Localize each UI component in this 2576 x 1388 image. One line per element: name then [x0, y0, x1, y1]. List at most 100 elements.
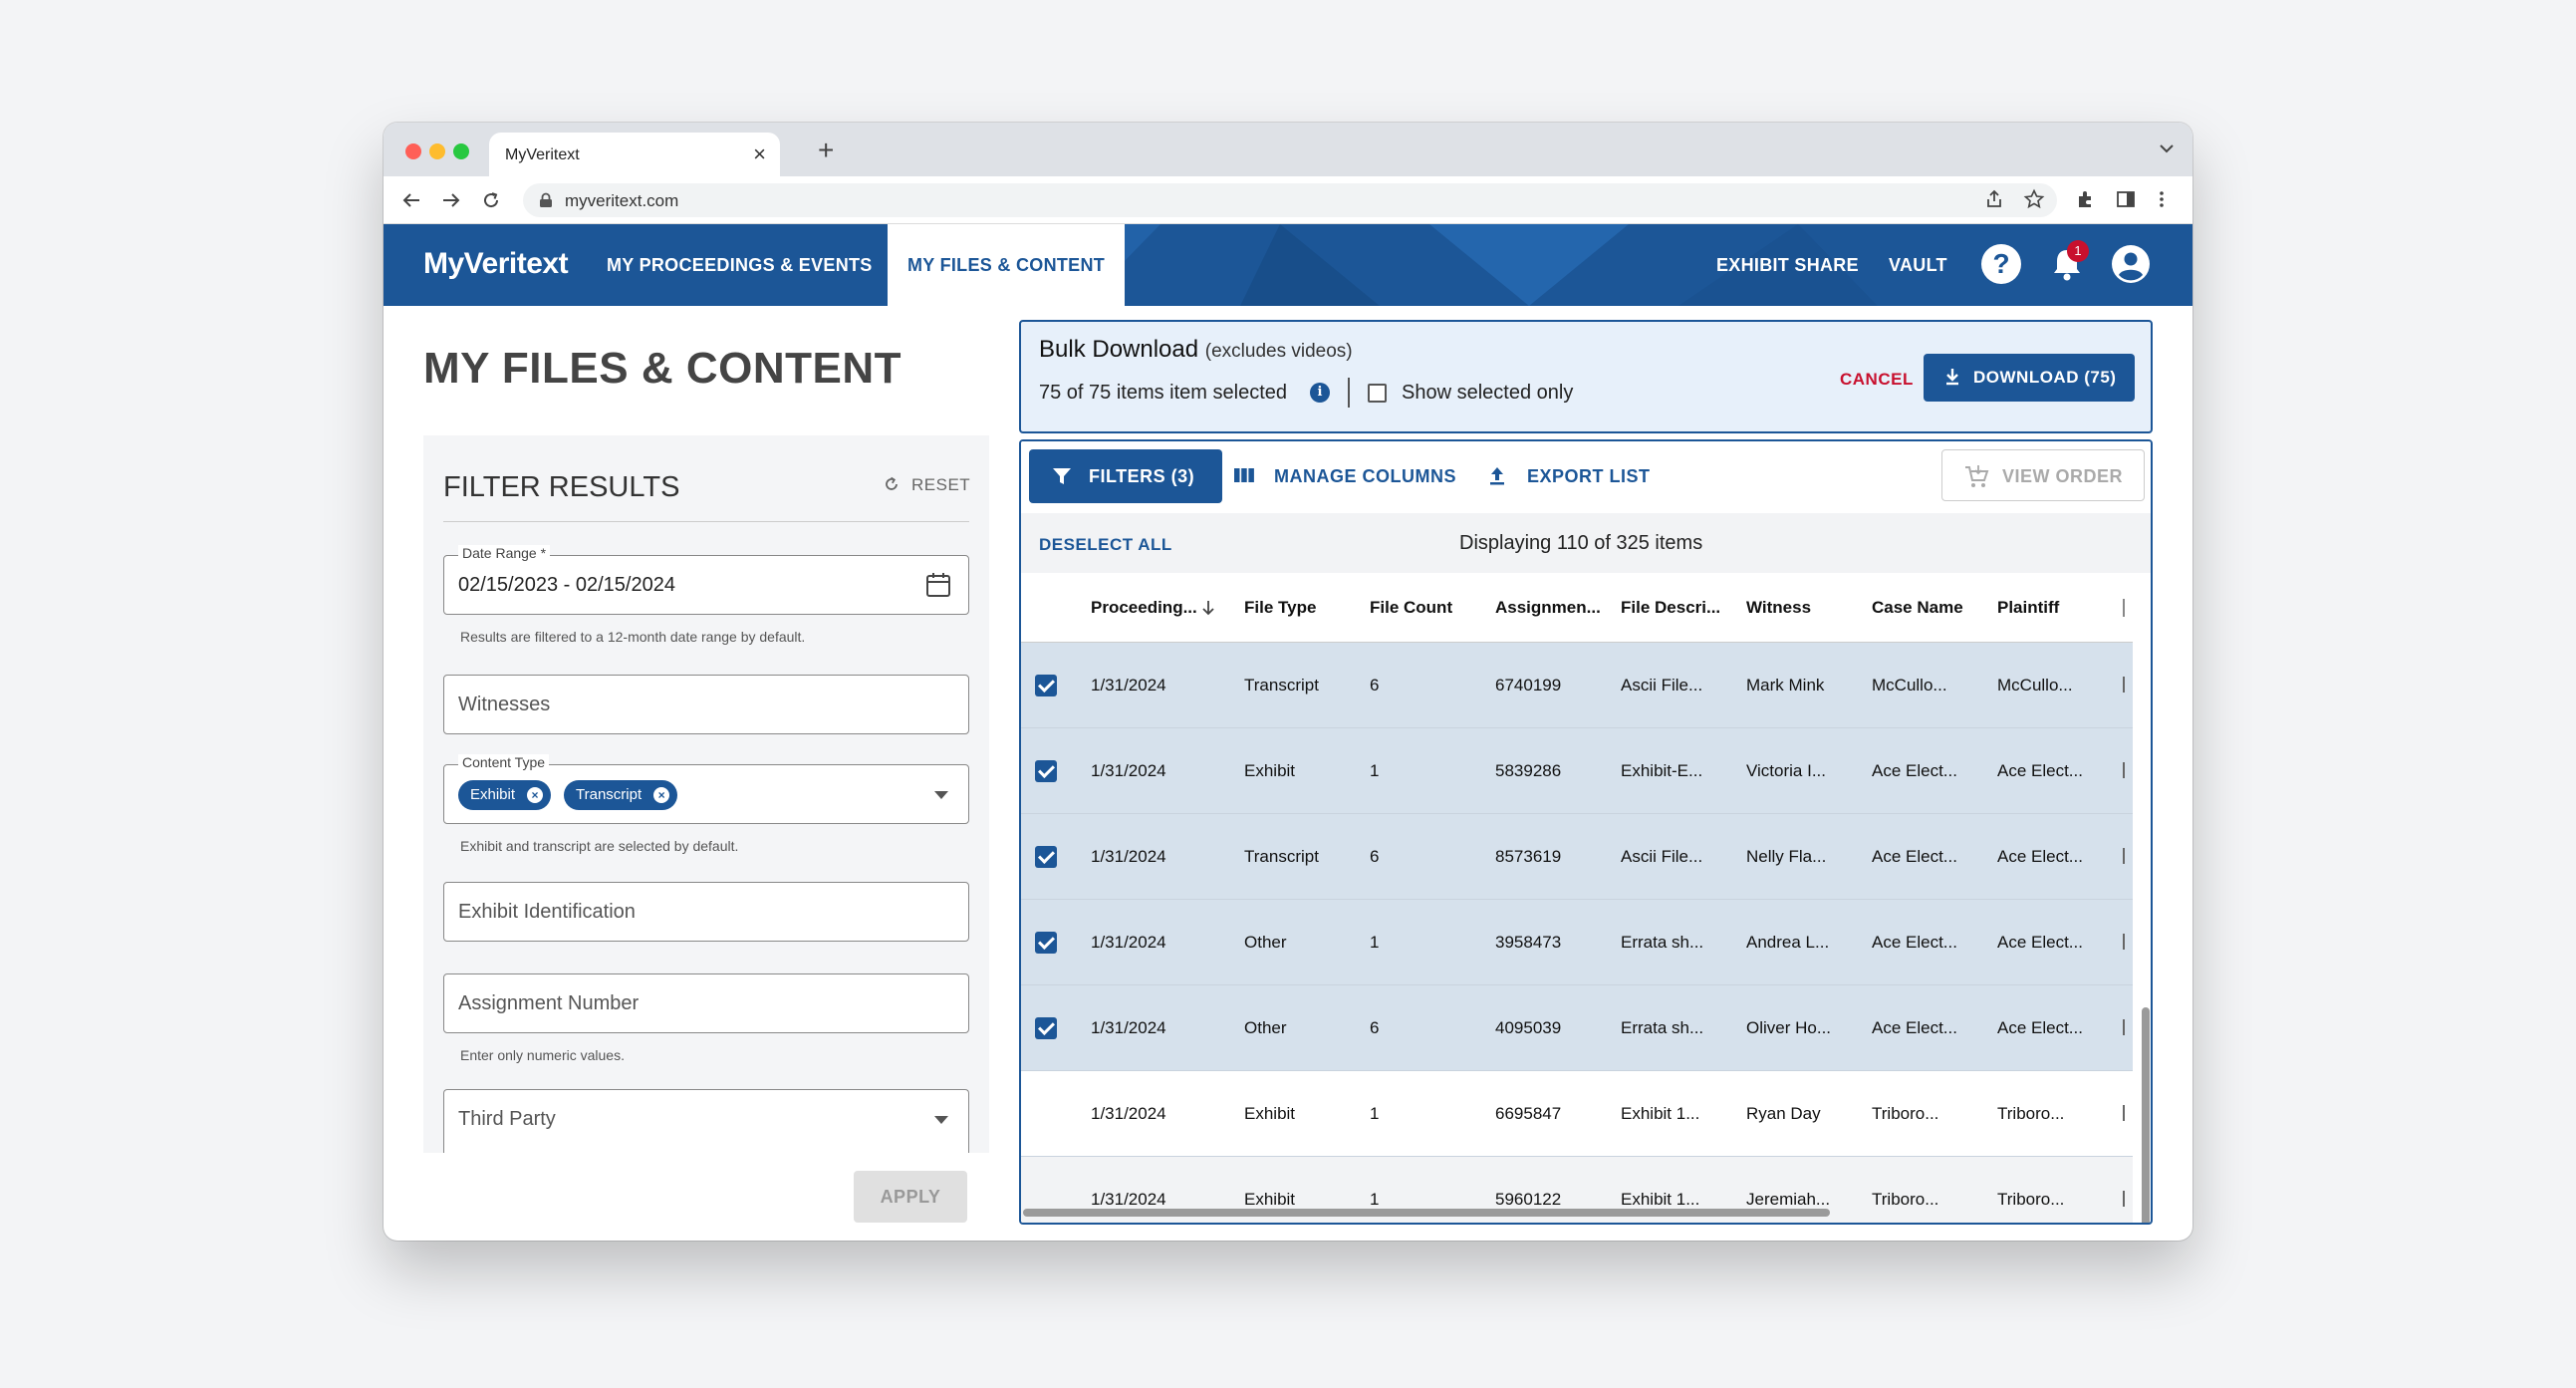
row-checkbox[interactable]	[1035, 1103, 1057, 1125]
table-cell: 1/31/2024	[1091, 676, 1166, 694]
vertical-scrollbar[interactable]	[2142, 1007, 2150, 1223]
cell-overflow-edge	[2123, 934, 2125, 950]
chip-exhibit[interactable]: Exhibit ×	[458, 780, 552, 810]
column-header-case-name[interactable]: Case Name	[1872, 598, 1963, 617]
table-cell: Ace Elect...	[1872, 1018, 1957, 1037]
column-header-assignment[interactable]: Assignmen...	[1495, 598, 1601, 617]
dropdown-caret-icon[interactable]	[934, 791, 948, 799]
date-range-label: Date Range *	[458, 545, 551, 561]
chip-remove-icon[interactable]: ×	[527, 787, 544, 803]
show-selected-checkbox[interactable]	[1368, 384, 1387, 403]
info-icon[interactable]: i	[1310, 383, 1330, 403]
new-tab-button[interactable]: +	[818, 135, 835, 165]
app-logo[interactable]: MyVeritext	[423, 247, 569, 280]
dropdown-caret-icon[interactable]	[934, 1116, 948, 1124]
nav-my-proceedings[interactable]: MY PROCEEDINGS & EVENTS	[607, 255, 873, 275]
tab-close-icon[interactable]: ×	[753, 141, 766, 166]
assignment-number-placeholder: Assignment Number	[458, 992, 640, 1014]
nav-my-files-content[interactable]: MY FILES & CONTENT	[888, 224, 1126, 306]
table-cell: 1	[1370, 1104, 1380, 1123]
calendar-icon[interactable]	[924, 571, 952, 599]
chip-remove-icon[interactable]: ×	[653, 787, 670, 803]
row-checkbox[interactable]	[1035, 1189, 1057, 1211]
column-header-plaintiff[interactable]: Plaintiff	[1997, 598, 2060, 617]
table-cell: Other	[1244, 933, 1287, 952]
exhibit-identification-field[interactable]: Exhibit Identification	[443, 882, 969, 942]
table-row[interactable]: 1/31/2024 Other 1 3958473 Errata sh... Andrea…	[1021, 900, 2133, 985]
reload-icon[interactable]	[479, 188, 503, 212]
view-order-button[interactable]: VIEW ORDER	[1941, 449, 2145, 501]
cancel-button[interactable]: CANCEL	[1840, 370, 1914, 389]
third-party-select[interactable]: Third Party	[443, 1089, 969, 1153]
table-cell: Triboro...	[1872, 1190, 1939, 1209]
sidebar-icon[interactable]	[2115, 188, 2137, 210]
table-cell: 8573619	[1495, 847, 1562, 866]
column-header-witness[interactable]: Witness	[1746, 598, 1812, 617]
maximize-window-dot[interactable]	[453, 143, 469, 159]
sort-arrow-down-icon[interactable]	[1200, 599, 1216, 617]
column-header-file-count[interactable]: File Count	[1370, 598, 1453, 617]
filter-panel: FILTER RESULTS RESET Date Range * 02/15/…	[423, 435, 989, 1241]
chevron-down-icon[interactable]	[2157, 139, 2177, 158]
manage-columns-button[interactable]: MANAGE COLUMNS	[1274, 466, 1456, 486]
table-cell: McCullo...	[1997, 676, 2073, 694]
table-cell: 1/31/2024	[1091, 1104, 1166, 1123]
table-cell: Transcript	[1244, 847, 1319, 866]
table-row[interactable]: 1/31/2024 Transcript 6 8573619 Ascii File...…	[1021, 814, 2133, 900]
reset-button[interactable]: RESET	[911, 475, 971, 494]
row-checkbox[interactable]	[1035, 1017, 1057, 1039]
download-button[interactable]: DOWNLOAD (75)	[1924, 354, 2135, 402]
table-row[interactable]: 1/31/2024 Exhibit 1 6695847 Exhibit 1... Ryan…	[1021, 1071, 2133, 1157]
address-bar[interactable]: myveritext.com	[523, 183, 2057, 217]
date-range-field[interactable]: Date Range * 02/15/2023 - 02/15/2024	[443, 545, 969, 615]
forward-arrow-icon[interactable]	[439, 188, 463, 212]
share-icon[interactable]	[1983, 188, 2005, 210]
table-cell: 4095039	[1495, 1018, 1562, 1037]
extensions-icon[interactable]	[2075, 188, 2097, 210]
close-window-dot[interactable]	[405, 143, 421, 159]
back-arrow-icon[interactable]	[399, 188, 423, 212]
filters-button[interactable]: FILTERS (3)	[1029, 449, 1222, 503]
table-cell: 1	[1370, 933, 1380, 952]
date-range-value: 02/15/2023 - 02/15/2024	[458, 574, 675, 596]
column-header-file-type[interactable]: File Type	[1244, 598, 1317, 617]
browser-window: MyVeritext × + myveritext.com	[384, 123, 2192, 1241]
cell-overflow-edge	[2123, 677, 2125, 693]
export-list-button[interactable]: EXPORT LIST	[1527, 466, 1651, 486]
nav-vault[interactable]: VAULT	[1889, 255, 1947, 275]
view-order-label: VIEW ORDER	[2002, 466, 2124, 486]
row-checkbox[interactable]	[1035, 675, 1057, 696]
row-checkbox[interactable]	[1035, 846, 1057, 868]
bookmark-star-icon[interactable]	[2023, 188, 2045, 210]
upload-icon[interactable]	[1485, 463, 1509, 487]
row-checkbox[interactable]	[1035, 760, 1057, 782]
assignment-number-field[interactable]: Assignment Number	[443, 973, 969, 1033]
table-cell: Mark Mink	[1746, 676, 1825, 694]
help-icon[interactable]: ?	[1981, 244, 2021, 284]
browser-tab[interactable]: MyVeritext ×	[489, 133, 780, 176]
reset-icon[interactable]	[882, 474, 902, 494]
apply-button[interactable]: APPLY	[854, 1171, 967, 1223]
content-type-select[interactable]: Content Type Exhibit × Transcript ×	[443, 754, 969, 824]
row-checkbox[interactable]	[1035, 932, 1057, 954]
minimize-window-dot[interactable]	[429, 143, 445, 159]
table-row[interactable]: 1/31/2024 Transcript 6 6740199 Ascii File...…	[1021, 643, 2133, 728]
table-cell: Jeremiah...	[1746, 1190, 1831, 1209]
table-row[interactable]: 1/31/2024 Exhibit 1 5839286 Exhibit-E... Vict…	[1021, 728, 2133, 814]
horizontal-scrollbar[interactable]	[1023, 1209, 1830, 1217]
chip-transcript[interactable]: Transcript ×	[564, 780, 678, 810]
table-cell: Transcript	[1244, 676, 1319, 694]
witnesses-field[interactable]: Witnesses	[443, 675, 969, 734]
more-vert-icon[interactable]	[2151, 188, 2173, 210]
account-icon[interactable]	[2111, 244, 2151, 284]
column-header-proceeding[interactable]: Proceeding...	[1091, 598, 1197, 617]
table-cell: Victoria I...	[1746, 761, 1826, 780]
table-row[interactable]: 1/31/2024 Other 6 4095039 Errata sh... Oliver…	[1021, 985, 2133, 1071]
displaying-count: Displaying 110 of 325 items	[1459, 532, 1703, 554]
table-cell: 6740199	[1495, 676, 1562, 694]
column-header-file-description[interactable]: File Descri...	[1621, 598, 1721, 617]
deselect-all-button[interactable]: DESELECT ALL	[1039, 535, 1172, 554]
nav-exhibit-share[interactable]: EXHIBIT SHARE	[1716, 255, 1859, 275]
columns-icon[interactable]	[1232, 463, 1256, 487]
table-cell: Oliver Ho...	[1746, 1018, 1832, 1037]
